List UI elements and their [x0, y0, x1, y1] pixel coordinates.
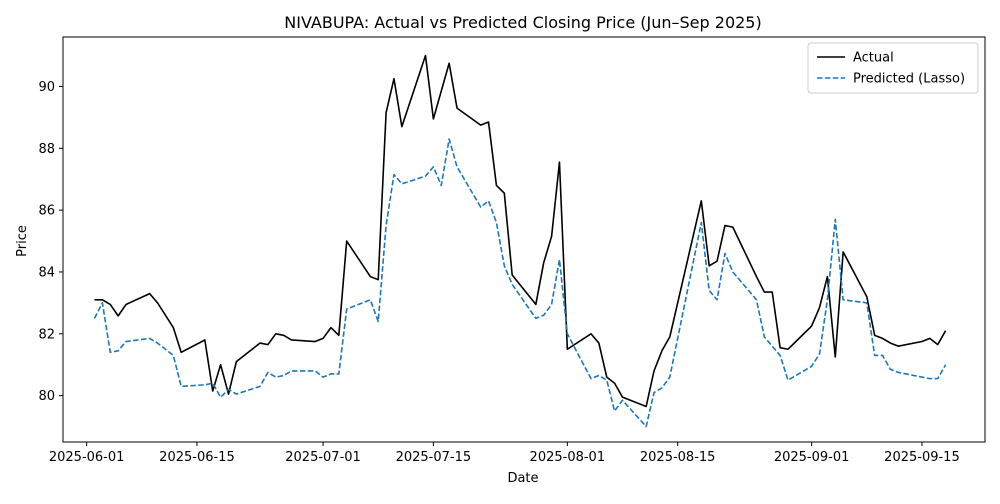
legend-label-0: Actual: [853, 51, 894, 66]
y-tick-label: 86: [38, 204, 55, 219]
legend-box: [807, 42, 979, 94]
x-tick-label: 2025-06-15: [159, 450, 235, 465]
x-tick-label: 2025-09-15: [884, 450, 960, 465]
legend-label-1: Predicted (Lasso): [853, 72, 965, 87]
plot-frame: [62, 36, 986, 443]
x-axis-label: Date: [507, 471, 538, 486]
x-tick-label: 2025-08-15: [640, 450, 716, 465]
y-tick-label: 82: [38, 327, 55, 342]
plot-area: 2025-06-01 2025-06-15 2025-07-01 2025-07-15…: [38, 36, 986, 465]
y-tick-label: 84: [38, 265, 55, 280]
series-line-0: [94, 54, 947, 408]
x-tick-label: 2025-08-01: [530, 450, 606, 465]
y-axis-label: Price: [15, 225, 30, 257]
chart-title: NIVABUPA: Actual vs Predicted Closing Pr…: [284, 13, 761, 32]
y-tick-label: 90: [38, 80, 55, 95]
x-tick-label: 2025-07-15: [396, 450, 472, 465]
x-tick-label: 2025-06-01: [49, 450, 125, 465]
x-tick-label: 2025-09-01: [774, 450, 850, 465]
y-tick-label: 88: [38, 142, 55, 157]
x-tick-label: 2025-07-01: [285, 450, 361, 465]
series-line-1: [93, 138, 947, 428]
y-tick-label: 80: [38, 389, 55, 404]
legend: Actual Predicted (Lasso): [807, 42, 979, 94]
